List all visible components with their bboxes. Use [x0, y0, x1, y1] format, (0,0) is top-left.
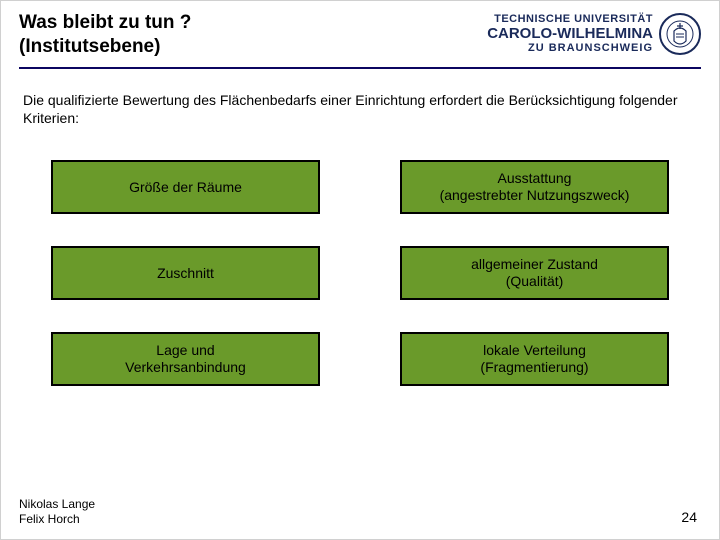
- slide: Was bleibt zu tun ? (Institutsebene) TEC…: [0, 0, 720, 540]
- university-name: TECHNISCHE UNIVERSITÄT CAROLO-WILHELMINA…: [487, 13, 653, 54]
- box-condition: allgemeiner Zustand(Qualität): [400, 246, 669, 300]
- criteria-grid: Größe der Räume Ausstattung(angestrebter…: [51, 160, 669, 386]
- header: Was bleibt zu tun ? (Institutsebene) TEC…: [1, 1, 719, 59]
- box-layout: Zuschnitt: [51, 246, 320, 300]
- title-block: Was bleibt zu tun ? (Institutsebene): [19, 11, 487, 59]
- title-line-2: (Institutsebene): [19, 35, 487, 59]
- title-line-1: Was bleibt zu tun ?: [19, 11, 487, 35]
- footer-authors: Nikolas Lange Felix Horch: [19, 497, 95, 527]
- author-1: Nikolas Lange: [19, 497, 95, 512]
- box-distribution: lokale Verteilung(Fragmentierung): [400, 332, 669, 386]
- box-location: Lage undVerkehrsanbindung: [51, 332, 320, 386]
- uni-name-bot: ZU BRAUNSCHWEIG: [487, 42, 653, 54]
- university-logo: TECHNISCHE UNIVERSITÄT CAROLO-WILHELMINA…: [487, 11, 701, 55]
- crest-icon: [659, 13, 701, 55]
- intro-text: Die qualifizierte Bewertung des Flächenb…: [1, 69, 719, 129]
- uni-name-mid: CAROLO-WILHELMINA: [487, 25, 653, 42]
- logo-wrap: TECHNISCHE UNIVERSITÄT CAROLO-WILHELMINA…: [487, 13, 701, 55]
- box-room-size: Größe der Räume: [51, 160, 320, 214]
- author-2: Felix Horch: [19, 512, 95, 527]
- box-equipment: Ausstattung(angestrebter Nutzungszweck): [400, 160, 669, 214]
- uni-name-top: TECHNISCHE UNIVERSITÄT: [487, 13, 653, 25]
- page-number: 24: [681, 509, 697, 525]
